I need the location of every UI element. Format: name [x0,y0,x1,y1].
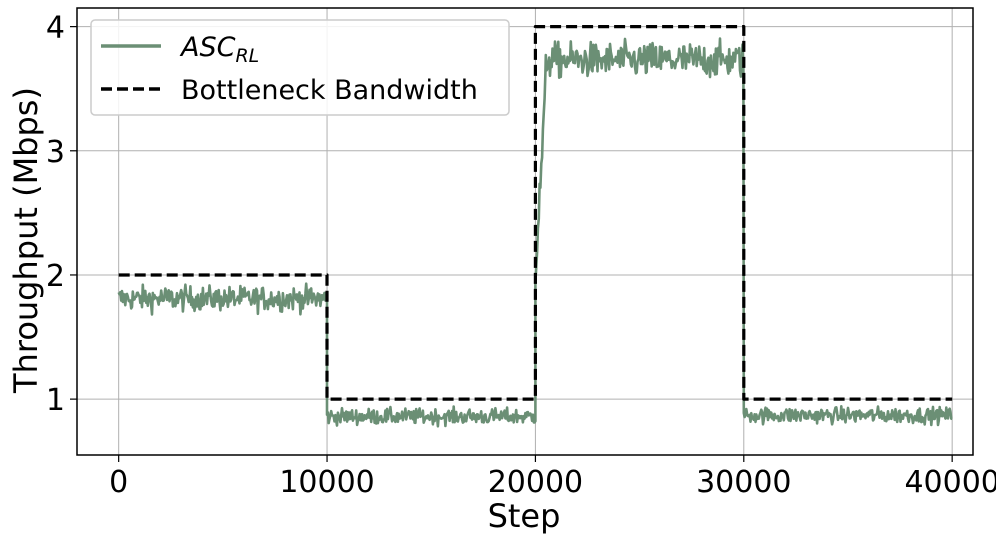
x-tick-label: 20000 [488,465,583,500]
x-tick-label: 40000 [904,465,996,500]
legend-label-asc-rl-main: ASC [179,32,236,63]
y-tick-label: 1 [46,383,65,418]
tick-layer: 0 10000 20000 30000 40000 1 2 3 4 [46,11,996,500]
y-tick-label: 4 [46,11,65,46]
series-line-bottleneck [118,25,953,401]
y-tick-label: 3 [46,135,65,170]
series-line-asc-rl [117,37,953,428]
x-tick-label: 0 [109,465,128,500]
plot-frame [76,7,974,456]
y-axis-label: Throughput (Mbps) [7,87,45,394]
x-tick-label: 10000 [279,465,374,500]
legend-box [90,19,510,116]
series-layer [117,25,953,428]
legend: ASCRL Bottleneck Bandwidth [90,19,510,116]
y-tick-label: 2 [46,259,65,294]
legend-label-asc-rl: ASCRL [179,32,259,67]
x-axis-label: Step [488,497,561,535]
x-tick-label: 30000 [696,465,791,500]
legend-label-bottleneck: Bottleneck Bandwidth [181,75,478,106]
legend-label-asc-rl-sub: RL [235,45,259,67]
